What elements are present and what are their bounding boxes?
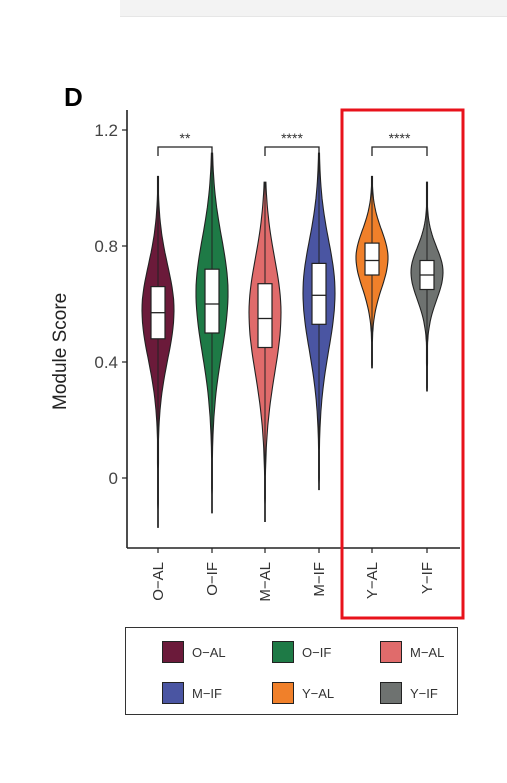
box-y-al [364,242,380,276]
legend-label: O−AL [192,644,226,660]
box-m-al [257,283,273,349]
y-tick-label: 0 [109,469,118,488]
legend-item-y-al: Y−AL [272,682,334,704]
box-o-if [204,268,220,334]
significance-bracket [371,146,428,156]
y-tick-label: 0.8 [94,237,118,256]
significance-bracket [264,146,320,156]
legend-label: O−IF [302,644,332,660]
legend-swatch [162,641,184,663]
chart-legend: O−AL O−IF M−AL M−IF Y−AL Y−IF [125,627,458,715]
legend-item-o-if: O−IF [272,641,331,663]
x-tick-label: M−AL [257,562,274,602]
legend-label: M−AL [410,644,445,660]
significance-label: ** [180,130,191,146]
y-tick-label: 1.2 [94,121,118,140]
legend-item-m-al: M−AL [380,641,444,663]
x-tick-label: Y−AL [364,562,381,599]
legend-label: Y−AL [302,685,335,701]
significance-label: **** [389,130,411,146]
box-m-if [311,262,327,325]
legend-item-m-if: M−IF [162,682,222,704]
panel-letter: D [64,82,83,112]
highlight-box [340,108,465,620]
x-tick-label: O−IF [204,562,221,596]
x-tick-label: O−AL [150,562,167,601]
legend-label: Y−IF [410,685,438,701]
significance-label: **** [281,130,303,146]
significance-bracket [157,146,213,156]
legend-item-y-if: Y−IF [380,682,438,704]
y-tick-label: 0.4 [94,353,118,372]
legend-label: M−IF [192,685,222,701]
x-tick-label: M−IF [311,562,328,597]
legend-swatch [162,682,184,704]
x-tick-label: Y−IF [419,562,436,594]
legend-swatch [380,682,402,704]
legend-swatch [272,641,294,663]
legend-swatch [272,682,294,704]
legend-item-o-al: O−AL [162,641,226,663]
page-top-bar [120,0,507,17]
legend-swatch [380,641,402,663]
